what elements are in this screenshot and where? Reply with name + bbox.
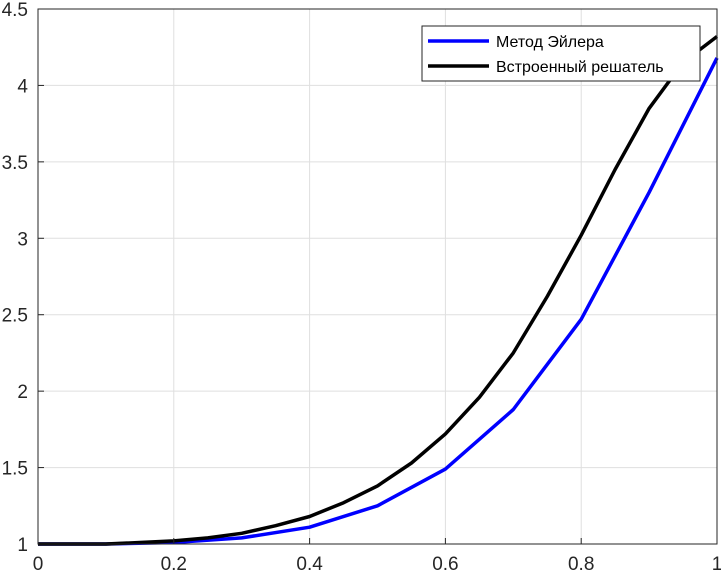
series-line-builtin-solver (38, 35, 719, 546)
axes-box (37, 8, 718, 545)
x-tick-label: 1 (712, 554, 721, 575)
series-lines (38, 35, 719, 546)
grid-lines (38, 9, 717, 544)
plot-background (38, 9, 717, 544)
x-tick-label: 0.4 (296, 554, 323, 575)
x-tick-label: 0 (33, 554, 44, 575)
y-tick-label: 1 (17, 535, 28, 556)
y-tick-label: 3.5 (2, 153, 28, 174)
legend-box (421, 25, 701, 82)
y-tick-label: 4.5 (2, 0, 28, 21)
y-tick-label: 2.5 (2, 306, 28, 327)
y-tick-label: 1.5 (2, 459, 28, 480)
y-tick-label: 3 (17, 229, 28, 250)
legend-label-builtin-solver: Встроенный решатель (496, 59, 664, 76)
legend[interactable]: Метод Эйлера Встроенный решатель (421, 25, 701, 82)
x-tick-label: 0.8 (568, 554, 594, 575)
x-tick-label: 0.2 (161, 554, 187, 575)
y-tick-label: 4 (17, 76, 28, 97)
legend-label-euler: Метод Эйлера (496, 34, 604, 51)
x-tick-label: 0.6 (432, 554, 458, 575)
y-tick-label: 2 (17, 382, 28, 403)
